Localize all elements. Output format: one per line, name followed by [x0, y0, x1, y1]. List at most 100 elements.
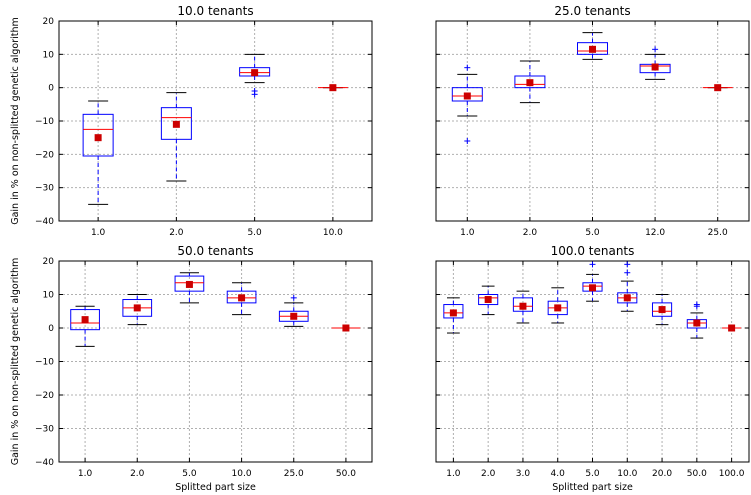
box-iqr: [160, 107, 192, 140]
y-tick-label: −40: [35, 217, 54, 227]
plot-frame: [58, 260, 373, 463]
x-tick-label: 4.0: [551, 469, 566, 479]
chart-panel-4: 1.0 2.0 3.0 4.0 5.0 10.0 20.0 50.0 100.0 100.0 te…: [435, 244, 750, 493]
box-iqr: [651, 302, 673, 317]
x-tick-label: 1.0: [446, 469, 461, 479]
x-tick-label: 2.0: [481, 469, 496, 479]
mean-marker: [251, 69, 259, 77]
box-2.0: [122, 294, 153, 326]
box-iqr: [82, 113, 114, 157]
box-4.0: [547, 287, 568, 324]
mean-marker: [728, 324, 736, 332]
x-tick-label: 1.0: [91, 228, 106, 238]
box-2.0: [160, 92, 192, 182]
y-tick-label: 0: [48, 84, 54, 94]
box-50.0: [331, 324, 361, 332]
x-tick-label: 3.0: [516, 469, 531, 479]
mean-marker: [172, 120, 180, 128]
chart-title: 10.0 tenants: [177, 4, 253, 18]
box-2.0: [514, 60, 546, 104]
y-axis-label: Gain in % on non-splitted genetic algori…: [10, 258, 21, 466]
x-tick-label: 2.0: [130, 469, 145, 479]
x-tick-label: 50.0: [687, 469, 707, 479]
plot-frame: [435, 20, 750, 222]
mean-marker: [658, 306, 666, 314]
x-axis-label: Splitted part size: [175, 482, 256, 493]
box-50.0: [686, 301, 707, 339]
chart-title: 100.0 tenants: [551, 244, 635, 258]
box-2.0: [478, 285, 499, 316]
x-tick-label: 5.0: [247, 228, 262, 238]
mean-marker: [693, 319, 701, 327]
box-iqr: [174, 275, 205, 292]
box-iqr: [514, 75, 546, 89]
y-tick-label: 20: [43, 17, 55, 27]
x-tick-label: 20.0: [652, 469, 672, 479]
x-tick-label: 2.0: [523, 228, 538, 238]
y-tick-label: −30: [35, 425, 54, 435]
box-iqr: [226, 290, 257, 304]
mean-marker: [94, 134, 102, 142]
mean-marker: [714, 84, 722, 92]
y-tick-label: 10: [43, 50, 55, 60]
mean-marker: [185, 280, 193, 288]
box-5.0: [174, 272, 205, 304]
y-tick-label: −10: [35, 117, 54, 127]
mean-marker: [484, 296, 492, 304]
box-1.0: [451, 64, 483, 144]
box-iqr: [451, 87, 483, 102]
mean-marker: [133, 304, 141, 312]
x-tick-label: 10.0: [323, 228, 343, 238]
mean-marker: [651, 63, 659, 71]
box-1.0: [443, 297, 464, 334]
box-iqr: [443, 304, 464, 319]
box-5.0: [577, 32, 608, 60]
box-25.0: [278, 294, 309, 327]
chart-panel-1: 20 10 0 −10 −20 −30 −40 1.0 2.0 5.0 10.0 10.0 tenan…: [10, 4, 373, 238]
x-tick-label: 1.0: [78, 469, 93, 479]
mean-marker: [463, 92, 471, 100]
x-tick-label: 100.0: [719, 469, 745, 479]
y-tick-label: −40: [35, 458, 54, 468]
box-1.0: [70, 305, 100, 347]
mean-marker: [589, 45, 596, 53]
y-tick-label: 20: [43, 257, 55, 267]
mean-marker: [526, 79, 534, 87]
mean-marker: [290, 312, 298, 320]
x-tick-label: 25.0: [708, 228, 728, 238]
x-tick-label: 1.0: [460, 228, 475, 238]
box-iqr: [478, 294, 499, 306]
x-tick-label: 10.0: [232, 469, 252, 479]
box-10.0: [317, 84, 348, 92]
mean-marker: [623, 294, 631, 302]
mean-marker: [589, 284, 596, 292]
box-20.0: [651, 294, 673, 326]
y-tick-label: −20: [35, 150, 54, 160]
mean-marker: [81, 316, 89, 324]
chart-title: 25.0 tenants: [554, 4, 630, 18]
box-10.0: [617, 261, 638, 312]
mean-marker: [329, 84, 337, 92]
x-tick-label: 2.0: [169, 228, 184, 238]
x-tick-label: 5.0: [585, 469, 600, 479]
box-iqr: [512, 297, 534, 312]
box-3.0: [512, 290, 534, 324]
y-tick-label: 10: [43, 291, 55, 301]
mean-marker: [238, 294, 246, 302]
chart-panel-2: 1.0 2.0 5.0 12.0 25.0 25.0 tenants: [435, 4, 750, 238]
y-axis-label: Gain in % on non-splitted genetic algori…: [10, 17, 21, 225]
box-10.0: [226, 282, 257, 316]
y-tick-label: 0: [48, 324, 54, 334]
x-tick-label: 12.0: [645, 228, 665, 238]
x-axis-label: Splitted part size: [552, 482, 633, 493]
plot-frame: [435, 260, 750, 463]
x-tick-label: 5.0: [182, 469, 197, 479]
x-tick-label: 50.0: [336, 469, 356, 479]
x-tick-label: 25.0: [284, 469, 304, 479]
box-5.0: [582, 261, 603, 302]
plot-frame: [58, 20, 373, 222]
box-1.0: [82, 100, 114, 205]
chart-panel-3: 20 10 0 −10 −20 −30 −40 1.0 2.0 5.0 10.0 25.0 50.0 50…: [10, 244, 373, 493]
mean-marker: [342, 324, 350, 332]
